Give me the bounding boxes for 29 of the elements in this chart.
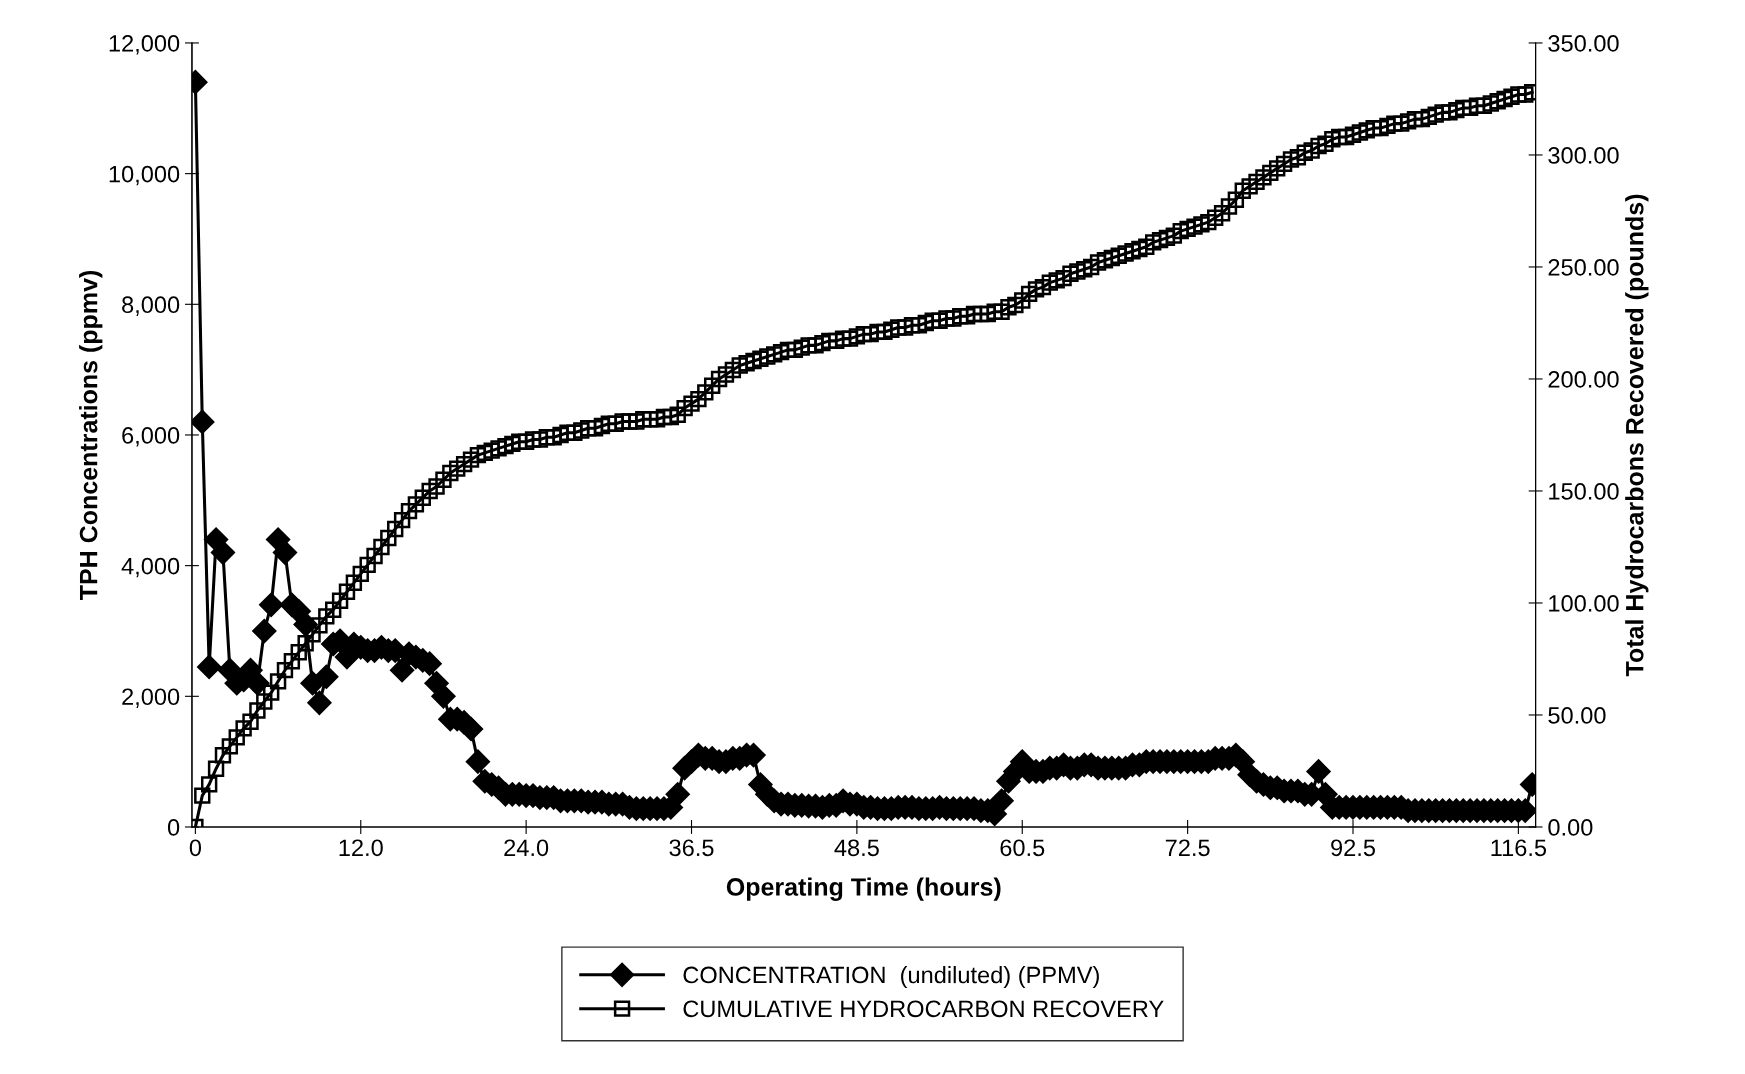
y-tick-label: 4,000 bbox=[121, 557, 180, 578]
y-tick-label: 10,000 bbox=[109, 165, 180, 186]
y2-tick-label: 50.00 bbox=[1548, 707, 1606, 724]
y-tick-label: 6,000 bbox=[122, 427, 180, 447]
y2-tick-label: 300.00 bbox=[1548, 147, 1619, 164]
x-tick-label: 72.5 bbox=[1165, 839, 1210, 857]
legend-label: CONCENTRATION (undiluted) (PPMV) bbox=[683, 966, 1099, 988]
y2-tick-label: 350.00 bbox=[1548, 35, 1619, 52]
y2-tick-label: 200.00 bbox=[1548, 371, 1619, 388]
y2-tick-label: 250.00 bbox=[1548, 259, 1619, 276]
x-tick-label: 24.0 bbox=[504, 839, 549, 857]
y-tick-label: 8,000 bbox=[122, 296, 180, 316]
x-axis-title: Operating Time (hours) bbox=[726, 877, 1001, 901]
y2-tick-label: 0.00 bbox=[1548, 819, 1593, 836]
x-tick-label: 12.0 bbox=[339, 839, 383, 857]
y2-tick-label: 150.00 bbox=[1549, 483, 1619, 500]
x-tick-label: 60.5 bbox=[1000, 839, 1045, 857]
y-tick-label: 12,000 bbox=[109, 35, 180, 55]
x-tick-label: 0 bbox=[189, 839, 202, 857]
y2-axis-title: Total Hydrocarbons Recovered (pounds) bbox=[1625, 194, 1649, 677]
x-tick-label: 116.5 bbox=[1491, 839, 1547, 857]
x-tick-label: 92.5 bbox=[1331, 839, 1375, 857]
legend-label: CUMULATIVE HYDROCARBON RECOVERY bbox=[683, 1000, 1164, 1018]
y-tick-label: 0 bbox=[167, 819, 180, 836]
y2-tick-label: 100.00 bbox=[1549, 595, 1619, 612]
y-tick-label: 2,000 bbox=[122, 688, 180, 708]
y-axis-title: TPH Concentrations (ppmv) bbox=[79, 270, 103, 600]
x-tick-label: 48.5 bbox=[834, 839, 879, 857]
x-tick-label: 36.5 bbox=[669, 839, 714, 857]
